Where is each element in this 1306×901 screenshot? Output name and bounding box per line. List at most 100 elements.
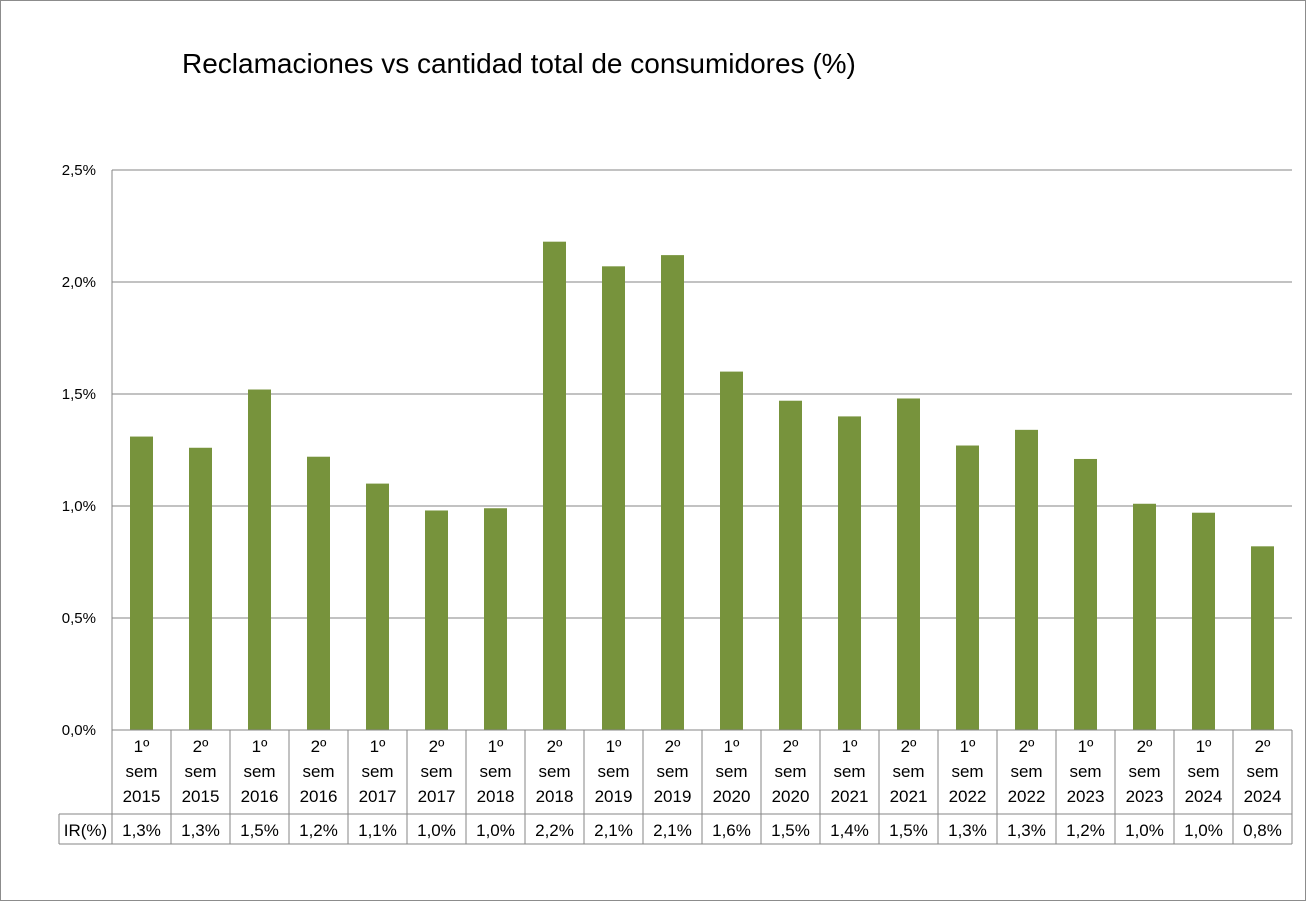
y-tick-label: 2,5% (62, 162, 96, 179)
bar (543, 241, 566, 730)
bar (130, 436, 153, 730)
data-table-value: 0,8% (1243, 821, 1282, 840)
category-label: 2º (311, 737, 327, 756)
category-label: 1º (1196, 737, 1212, 756)
category-label: 2018 (536, 787, 574, 806)
category-label: 2017 (359, 787, 397, 806)
data-table-value: 1,0% (1184, 821, 1223, 840)
data-table-value: 2,1% (653, 821, 692, 840)
category-label: sem (125, 762, 157, 781)
category-label: sem (361, 762, 393, 781)
bar (484, 508, 507, 730)
category-label: 2019 (595, 787, 633, 806)
category-label: 2023 (1067, 787, 1105, 806)
category-label: sem (715, 762, 747, 781)
bar (1133, 503, 1156, 730)
category-label: 2024 (1185, 787, 1223, 806)
y-tick-label: 0,5% (62, 610, 96, 627)
category-label: sem (420, 762, 452, 781)
data-table-value: 1,2% (299, 821, 338, 840)
category-label: 2015 (182, 787, 220, 806)
bar (1192, 512, 1215, 730)
category-label: sem (892, 762, 924, 781)
category-label: 2016 (241, 787, 279, 806)
category-label: sem (1010, 762, 1042, 781)
category-label: 1º (488, 737, 504, 756)
category-label: 2019 (654, 787, 692, 806)
category-label: 2021 (831, 787, 869, 806)
category-label: 2023 (1126, 787, 1164, 806)
bar (425, 510, 448, 730)
category-label: 1º (252, 737, 268, 756)
bar (838, 416, 861, 730)
category-label: 2020 (713, 787, 751, 806)
data-table-value: 1,3% (1007, 821, 1046, 840)
category-label: sem (184, 762, 216, 781)
category-label: sem (1069, 762, 1101, 781)
category-label: 2º (1137, 737, 1153, 756)
data-table-value: 1,5% (240, 821, 279, 840)
data-table-value: 1,5% (771, 821, 810, 840)
category-label: 2022 (949, 787, 987, 806)
category-label: 1º (370, 737, 386, 756)
data-table-value: 1,3% (948, 821, 987, 840)
data-table-value: 1,1% (358, 821, 397, 840)
category-label: 1º (606, 737, 622, 756)
category-label: 2018 (477, 787, 515, 806)
table-row-label: IR(%) (64, 821, 107, 840)
category-label: 2º (429, 737, 445, 756)
bar (779, 400, 802, 730)
bar (189, 447, 212, 730)
category-label: 2º (665, 737, 681, 756)
bar (956, 445, 979, 730)
y-tick-label: 0,0% (62, 722, 96, 739)
bar (1015, 429, 1038, 730)
category-label: sem (833, 762, 865, 781)
category-label: 2022 (1008, 787, 1046, 806)
category-label: sem (597, 762, 629, 781)
bar (1251, 546, 1274, 730)
bar (1074, 458, 1097, 730)
data-table-value: 1,4% (830, 821, 869, 840)
category-label: 2º (1255, 737, 1271, 756)
category-label: sem (1128, 762, 1160, 781)
data-table-value: 1,3% (181, 821, 220, 840)
bar (307, 456, 330, 730)
category-label: 2º (1019, 737, 1035, 756)
category-label: 2º (193, 737, 209, 756)
data-table-value: 1,0% (476, 821, 515, 840)
category-label: sem (302, 762, 334, 781)
category-label: 2017 (418, 787, 456, 806)
bar (366, 483, 389, 730)
category-label: 2º (901, 737, 917, 756)
category-label: 2º (783, 737, 799, 756)
bar (661, 255, 684, 730)
category-label: sem (656, 762, 688, 781)
category-label: sem (479, 762, 511, 781)
category-label: sem (774, 762, 806, 781)
category-label: sem (538, 762, 570, 781)
category-label: 1º (1078, 737, 1094, 756)
category-label: 2016 (300, 787, 338, 806)
category-label: sem (243, 762, 275, 781)
data-table-value: 1,6% (712, 821, 751, 840)
category-label: 2015 (123, 787, 161, 806)
category-label: 2024 (1244, 787, 1282, 806)
category-label: 2021 (890, 787, 928, 806)
category-label: 2020 (772, 787, 810, 806)
chart-title: Reclamaciones vs cantidad total de consu… (182, 48, 856, 79)
category-label: 1º (960, 737, 976, 756)
y-tick-label: 1,0% (62, 498, 96, 515)
data-table-value: 1,2% (1066, 821, 1105, 840)
category-label: sem (1246, 762, 1278, 781)
category-label: 2º (547, 737, 563, 756)
category-label: sem (951, 762, 983, 781)
bar (720, 371, 743, 730)
data-table-value: 1,3% (122, 821, 161, 840)
data-table-value: 1,5% (889, 821, 928, 840)
data-table-value: 2,1% (594, 821, 633, 840)
y-tick-label: 2,0% (62, 274, 96, 291)
data-table-value: 1,0% (1125, 821, 1164, 840)
